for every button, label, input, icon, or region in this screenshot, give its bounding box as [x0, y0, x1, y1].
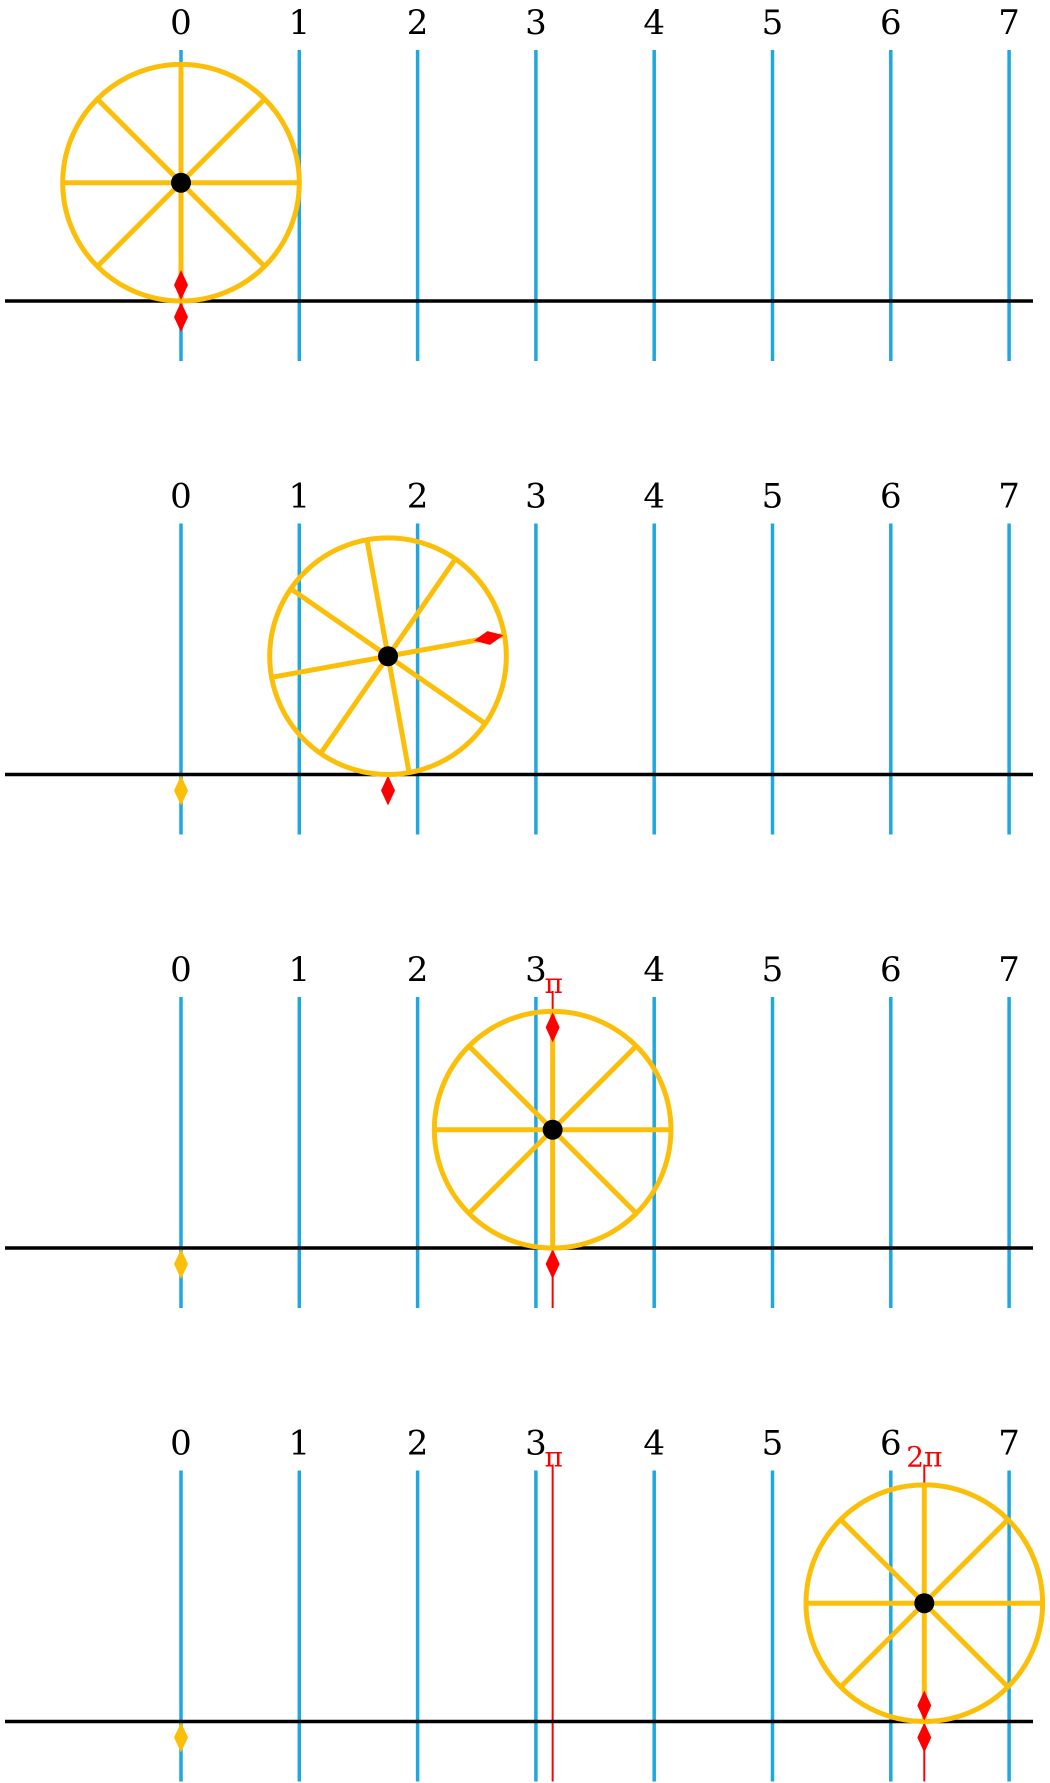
tick-label-2: 2: [407, 477, 429, 517]
tick-label-6: 6: [880, 477, 902, 517]
origin-marker: [174, 775, 188, 806]
tick-label-1: 1: [288, 3, 310, 43]
tick-label-7: 7: [998, 477, 1020, 517]
tick-label-0: 0: [170, 3, 192, 43]
panel-1: 0 1 2 3 4 5 6 7: [5, 3, 1033, 361]
contact-marker: [174, 302, 188, 332]
tick-label-3: 3: [525, 1424, 547, 1464]
tick-label-7: 7: [998, 950, 1020, 990]
tick-label-7: 7: [998, 3, 1020, 43]
contact-marker: [545, 1249, 560, 1279]
wheel-hub: [378, 646, 399, 667]
tick-label-0: 0: [170, 1424, 192, 1464]
tracked-point-marker: [473, 631, 504, 645]
wheel: [60, 61, 302, 304]
tracked-point-marker: [545, 1012, 560, 1043]
tick-label-3: 3: [525, 477, 547, 517]
tick-label-5: 5: [762, 950, 784, 990]
origin-marker: [174, 1249, 188, 1279]
wheel: [803, 1482, 1046, 1724]
tick-label-6: 6: [880, 950, 902, 990]
wheel-hub: [542, 1119, 563, 1140]
contact-marker: [381, 775, 396, 806]
tick-label-1: 1: [288, 477, 310, 517]
trace-label: π: [544, 1441, 562, 1474]
tick-label-2: 2: [407, 3, 429, 43]
tick-label-6: 6: [880, 3, 902, 43]
origin-marker: [174, 1722, 188, 1753]
trace-label: π: [544, 967, 562, 1000]
trace-label: 2π: [906, 1441, 942, 1474]
panel-3: 0 1 2 3 4 5 6 7 π: [5, 950, 1033, 1308]
tracked-point-marker: [917, 1690, 932, 1721]
tick-label-2: 2: [407, 950, 429, 990]
tick-label-5: 5: [762, 3, 784, 43]
panel-4: 0 1 2 3 4 5 6 7 π 2π: [5, 1424, 1046, 1782]
tick-label-5: 5: [762, 1424, 784, 1464]
panel-2: 0 1 2 3 4 5 6 7: [5, 477, 1033, 835]
tick-label-6: 6: [880, 1424, 902, 1464]
tick-label-0: 0: [170, 477, 192, 517]
tick-label-1: 1: [288, 950, 310, 990]
tick-label-7: 7: [998, 1424, 1020, 1464]
wheel-hub: [171, 172, 191, 193]
tick-label-4: 4: [643, 3, 665, 43]
wheel-rim: [267, 535, 509, 778]
wheel: [267, 535, 509, 778]
tick-label-1: 1: [288, 1424, 310, 1464]
wheel: [431, 1008, 674, 1251]
tick-label-3: 3: [525, 3, 547, 43]
tick-label-4: 4: [643, 477, 665, 517]
tick-label-2: 2: [407, 1424, 429, 1464]
tracked-point-marker: [174, 270, 188, 300]
tick-label-4: 4: [643, 1424, 665, 1464]
tick-label-3: 3: [525, 950, 547, 990]
tick-label-5: 5: [762, 477, 784, 517]
wheel-hub: [914, 1593, 935, 1614]
contact-marker: [917, 1722, 932, 1753]
tick-label-4: 4: [643, 950, 665, 990]
tick-label-0: 0: [170, 950, 192, 990]
